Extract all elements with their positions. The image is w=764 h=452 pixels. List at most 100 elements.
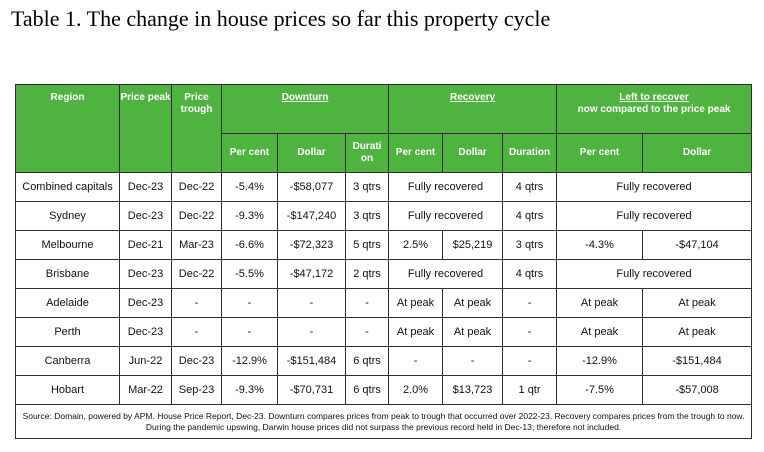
cell-peak: Jun-22 bbox=[119, 346, 172, 376]
table-row: Hobart Mar-22 Sep-23 -9.3% -$70,731 6 qt… bbox=[15, 375, 753, 405]
cell-downturn-dollar: -$70,731 bbox=[277, 375, 346, 405]
cell-recovery-duration: 4 qtrs bbox=[502, 172, 558, 202]
cell-recovery-dollar: $25,219 bbox=[442, 230, 504, 260]
cell-recovery-percent: - bbox=[388, 346, 444, 376]
group-header-downturn: Downturn bbox=[220, 84, 390, 134]
cell-left-percent: -7.5% bbox=[556, 375, 644, 405]
cell-recovery-dollar: At peak bbox=[442, 317, 504, 347]
cell-recovery-duration: - bbox=[502, 317, 558, 347]
cell-peak: Dec-23 bbox=[119, 288, 172, 318]
cell-downturn-percent: -12.9% bbox=[221, 346, 278, 376]
cell-recovery-dollar: $13,723 bbox=[442, 375, 504, 405]
cell-left-dollar: At peak bbox=[642, 288, 753, 318]
cell-region: Sydney bbox=[15, 201, 120, 231]
cell-trough: Dec-22 bbox=[171, 172, 222, 202]
cell-trough: Sep-23 bbox=[171, 375, 222, 405]
sub-header-left-percent: Per cent bbox=[556, 133, 644, 173]
cell-downturn-percent: -5.5% bbox=[221, 259, 278, 289]
cell-peak: Dec-21 bbox=[119, 230, 172, 260]
cell-recovery-percent: 2.0% bbox=[388, 375, 444, 405]
cell-left-dollar: -$47,104 bbox=[642, 230, 753, 260]
cell-region: Canberra bbox=[15, 346, 120, 376]
cell-peak: Dec-23 bbox=[119, 201, 172, 231]
cell-recovery-duration: - bbox=[502, 346, 558, 376]
cell-trough: Mar-23 bbox=[171, 230, 222, 260]
cell-downturn-dollar: -$47,172 bbox=[277, 259, 346, 289]
cell-recovery-duration: - bbox=[502, 288, 558, 318]
sub-header-downturn-percent: Per cent bbox=[221, 133, 278, 173]
cell-left-merged: Fully recovered bbox=[556, 201, 753, 231]
cell-downturn-percent: - bbox=[221, 317, 278, 347]
cell-downturn-dollar: -$147,240 bbox=[277, 201, 346, 231]
table-row: Brisbane Dec-23 Dec-22 -5.5% -$47,172 2 … bbox=[15, 259, 753, 289]
cell-recovery-duration: 3 qtrs bbox=[502, 230, 558, 260]
cell-recovery-percent: At peak bbox=[388, 288, 444, 318]
table-row: Sydney Dec-23 Dec-22 -9.3% -$147,240 3 q… bbox=[15, 201, 753, 231]
cell-peak: Dec-23 bbox=[119, 172, 172, 202]
table-row: Melbourne Dec-21 Mar-23 -6.6% -$72,323 5… bbox=[15, 230, 753, 260]
house-price-table: Region Price peak Price trough Downturn … bbox=[14, 84, 753, 439]
cell-downturn-percent: -6.6% bbox=[221, 230, 278, 260]
cell-downturn-percent: -5.4% bbox=[221, 172, 278, 202]
cell-peak: Mar-22 bbox=[119, 375, 172, 405]
cell-trough: Dec-23 bbox=[171, 346, 222, 376]
cell-region: Melbourne bbox=[15, 230, 120, 260]
cell-left-dollar: At peak bbox=[642, 317, 753, 347]
sub-header-recovery-dollar: Dollar bbox=[442, 133, 504, 173]
table-row: Canberra Jun-22 Dec-23 -12.9% -$151,484 … bbox=[15, 346, 753, 376]
cell-region: Hobart bbox=[15, 375, 120, 405]
cell-recovery-duration: 1 qtr bbox=[502, 375, 558, 405]
cell-region: Adelaide bbox=[15, 288, 120, 318]
col-header-price-trough: Price trough bbox=[171, 84, 222, 173]
left-to-recover-line2: now compared to the price peak bbox=[577, 104, 731, 115]
cell-recovery-duration: 4 qtrs bbox=[502, 259, 558, 289]
source-note: Source: Domain, powered by APM. House Pr… bbox=[14, 404, 753, 439]
cell-downturn-dollar: - bbox=[277, 288, 346, 318]
cell-downturn-duration: 2 qtrs bbox=[344, 259, 390, 289]
cell-recovery-percent: At peak bbox=[388, 317, 444, 347]
cell-left-merged: Fully recovered bbox=[556, 172, 753, 202]
cell-region: Brisbane bbox=[15, 259, 120, 289]
left-to-recover-line1: Left to recover bbox=[619, 92, 689, 103]
cell-downturn-percent: -9.3% bbox=[221, 375, 278, 405]
sub-header-recovery-percent: Per cent bbox=[388, 133, 444, 173]
cell-downturn-dollar: - bbox=[277, 317, 346, 347]
page-title: Table 1. The change in house prices so f… bbox=[11, 6, 551, 31]
cell-downturn-duration: 3 qtrs bbox=[344, 172, 390, 202]
cell-recovery-merged: Fully recovered bbox=[388, 172, 504, 202]
table-row: Adelaide Dec-23 - - - - At peak At peak … bbox=[15, 288, 753, 318]
sub-header-recovery-duration: Duration bbox=[502, 133, 558, 173]
cell-downturn-duration: 6 qtrs bbox=[344, 375, 390, 405]
cell-region: Combined capitals bbox=[15, 172, 120, 202]
cell-downturn-dollar: -$58,077 bbox=[277, 172, 346, 202]
cell-recovery-percent: 2.5% bbox=[388, 230, 444, 260]
table-row: Combined capitals Dec-23 Dec-22 -5.4% -$… bbox=[15, 172, 753, 202]
cell-downturn-percent: -9.3% bbox=[221, 201, 278, 231]
cell-recovery-dollar: At peak bbox=[442, 288, 504, 318]
cell-trough: - bbox=[171, 288, 222, 318]
cell-downturn-dollar: -$151,484 bbox=[277, 346, 346, 376]
cell-trough: Dec-22 bbox=[171, 259, 222, 289]
cell-downturn-percent: - bbox=[221, 288, 278, 318]
cell-recovery-merged: Fully recovered bbox=[388, 259, 504, 289]
cell-downturn-duration: 5 qtrs bbox=[344, 230, 390, 260]
col-header-price-peak: Price peak bbox=[119, 84, 172, 173]
cell-left-merged: Fully recovered bbox=[556, 259, 753, 289]
cell-recovery-dollar: - bbox=[442, 346, 504, 376]
cell-downturn-duration: - bbox=[344, 288, 390, 318]
cell-left-percent: At peak bbox=[556, 317, 644, 347]
cell-peak: Dec-23 bbox=[119, 259, 172, 289]
sub-header-left-dollar: Dollar bbox=[642, 133, 753, 173]
group-header-recovery: Recovery bbox=[388, 84, 558, 134]
cell-left-percent: -12.9% bbox=[556, 346, 644, 376]
cell-recovery-duration: 4 qtrs bbox=[502, 201, 558, 231]
cell-left-dollar: -$151,484 bbox=[642, 346, 753, 376]
cell-recovery-merged: Fully recovered bbox=[388, 201, 504, 231]
cell-downturn-dollar: -$72,323 bbox=[277, 230, 346, 260]
group-header-left-to-recover: Left to recover now compared to the pric… bbox=[556, 84, 753, 134]
col-header-region: Region bbox=[15, 84, 120, 173]
cell-downturn-duration: 3 qtrs bbox=[344, 201, 390, 231]
table-row: Perth Dec-23 - - - - At peak At peak - A… bbox=[15, 317, 753, 347]
cell-left-dollar: -$57,008 bbox=[642, 375, 753, 405]
source-row: Source: Domain, powered by APM. House Pr… bbox=[14, 404, 753, 439]
